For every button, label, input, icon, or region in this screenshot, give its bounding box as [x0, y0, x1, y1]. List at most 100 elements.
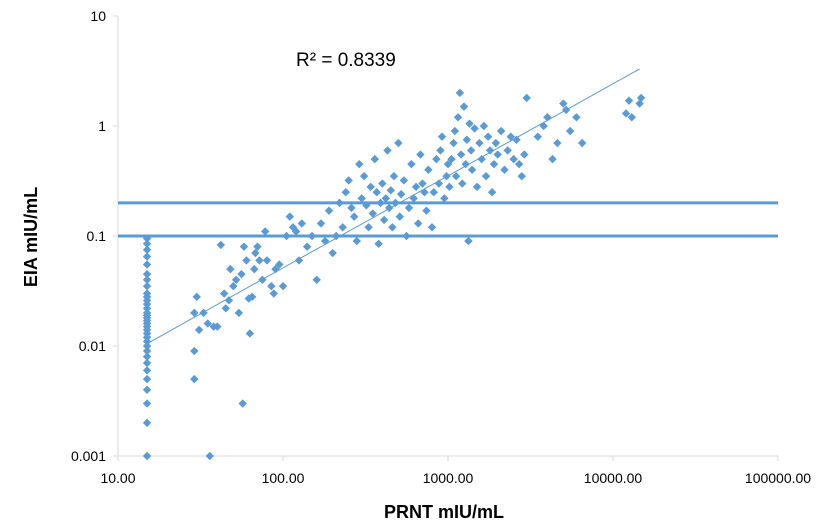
data-point: [275, 260, 284, 269]
data-point: [324, 206, 334, 215]
data-point: [450, 126, 460, 136]
data-point: [267, 281, 276, 291]
data-point: [493, 150, 502, 159]
data-point: [416, 150, 425, 159]
data-point: [434, 179, 444, 188]
data-point: [520, 150, 529, 159]
data-point: [142, 281, 152, 291]
data-point: [192, 292, 201, 302]
data-point: [447, 154, 456, 164]
y-tick-label: 0.01: [79, 338, 106, 354]
data-point: [190, 346, 199, 356]
data-point: [559, 99, 568, 108]
data-point: [553, 138, 562, 148]
data-point: [509, 154, 518, 164]
data-point: [455, 88, 465, 98]
data-point: [420, 188, 429, 197]
data-point: [464, 236, 473, 246]
data-point: [436, 146, 445, 155]
data-point: [247, 292, 257, 302]
data-point: [142, 346, 152, 356]
data-point: [142, 366, 152, 375]
data-point: [470, 124, 479, 133]
data-point: [216, 240, 226, 250]
data-point: [285, 212, 295, 221]
data-point: [142, 275, 152, 284]
data-point: [255, 256, 264, 265]
data-point: [229, 281, 238, 291]
data-points: [142, 88, 646, 461]
data-point: [621, 109, 631, 118]
data-point: [294, 256, 304, 265]
data-point: [291, 227, 301, 236]
data-point: [481, 171, 491, 181]
data-point: [500, 165, 509, 174]
data-point: [512, 135, 521, 144]
data-point: [627, 113, 637, 122]
data-point: [475, 138, 484, 148]
data-point: [142, 269, 152, 279]
data-point: [437, 132, 447, 141]
data-point: [466, 146, 476, 155]
data-point: [479, 121, 489, 131]
data-point: [250, 264, 259, 274]
data-point: [245, 329, 255, 338]
data-point: [312, 275, 321, 284]
data-point: [282, 231, 291, 241]
data-point: [347, 203, 356, 213]
data-point: [142, 308, 152, 318]
data-point: [338, 223, 347, 232]
data-point: [205, 451, 214, 461]
data-point: [335, 198, 344, 208]
data-point: [320, 236, 330, 246]
r-squared-annotation: R² = 0.8339: [296, 50, 396, 71]
data-point: [278, 281, 288, 291]
data-point: [357, 194, 366, 203]
data-point: [352, 236, 361, 246]
y-tick-label: 10: [90, 8, 106, 24]
data-point: [445, 182, 454, 192]
data-point: [341, 188, 350, 197]
data-point: [396, 189, 406, 199]
data-point: [384, 203, 394, 213]
data-point: [456, 150, 466, 159]
data-point: [467, 165, 477, 174]
data-point: [443, 159, 453, 169]
data-point: [362, 201, 371, 210]
data-point: [242, 256, 251, 265]
data-point: [381, 194, 391, 203]
data-point: [427, 223, 437, 232]
data-point: [432, 154, 441, 164]
data-point: [543, 113, 552, 122]
data-point: [388, 223, 397, 232]
data-point: [142, 451, 152, 461]
data-point: [407, 159, 416, 169]
data-point: [624, 96, 634, 105]
data-point: [636, 93, 646, 103]
data-point: [234, 308, 244, 318]
y-tick-label: 0.001: [71, 448, 106, 464]
data-point: [506, 132, 515, 141]
data-point: [366, 182, 375, 192]
data-point: [142, 341, 152, 351]
data-point: [449, 138, 458, 148]
data-point: [142, 358, 152, 368]
data-point: [251, 248, 260, 258]
data-point: [142, 374, 152, 384]
data-point: [451, 171, 461, 181]
data-point: [203, 319, 212, 328]
data-point: [442, 171, 451, 181]
data-point: [572, 113, 581, 122]
y-axis-title: EIA mIU/mL: [21, 187, 41, 287]
data-point: [316, 219, 326, 228]
data-point: [422, 206, 431, 215]
data-point: [260, 227, 270, 236]
data-point: [142, 239, 152, 248]
data-point: [190, 308, 199, 318]
data-point: [226, 264, 235, 274]
data-point: [307, 231, 317, 241]
data-point: [328, 248, 337, 258]
data-point: [472, 182, 482, 192]
data-point: [271, 264, 280, 274]
